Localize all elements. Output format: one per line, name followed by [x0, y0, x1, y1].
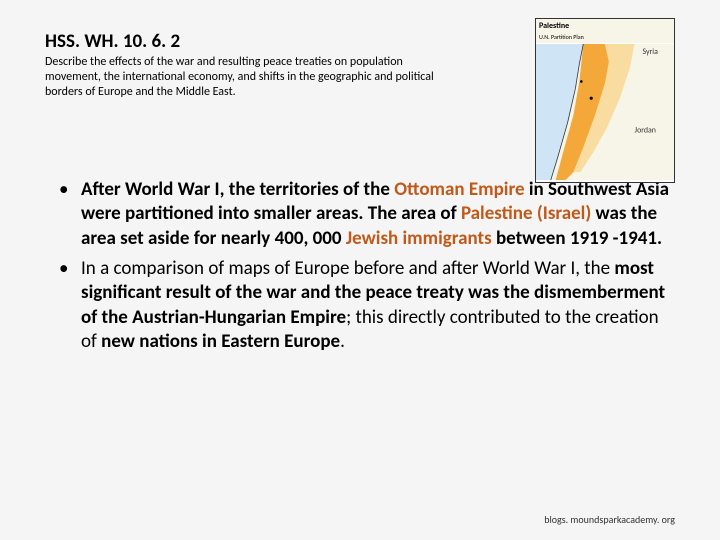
slide: HSS. WH. 10. 6. 2 Describe the effects o… [0, 0, 720, 540]
map-svg: Syria Jordan [536, 43, 674, 181]
bullet-text: In a comparison of maps of Europe before… [81, 257, 675, 354]
bullet-marker: • [55, 178, 81, 202]
map-city-dot [580, 80, 583, 83]
text-segment: In a comparison of maps of Europe before… [81, 257, 614, 280]
text-segment: Palestine (Israel) [461, 202, 591, 225]
bullet-item: •In a comparison of maps of Europe befor… [55, 257, 675, 354]
map-city-dot [590, 97, 593, 100]
text-segment: Ottoman Empire [394, 178, 524, 201]
bullet-text: After World War I, the territories of th… [81, 178, 675, 251]
map-subtitle: U.N. Partition Plan [536, 33, 674, 43]
text-segment: After World War I, the territories of th… [81, 178, 394, 201]
text-segment: between 1919 -1941. [492, 227, 662, 250]
footer-source: blogs. moundsparkacademy. org [544, 513, 675, 526]
bullet-list: •After World War I, the territories of t… [45, 178, 675, 354]
standard-description: Describe the effects of the war and resu… [45, 55, 440, 100]
map-label-syria: Syria [642, 47, 658, 57]
text-segment: . [340, 330, 345, 353]
bullet-marker: • [55, 257, 81, 281]
text-segment: Jewish immigrants [346, 227, 492, 250]
text-segment: new nations in Eastern Europe [101, 330, 340, 353]
bullet-item: •After World War I, the territories of t… [55, 178, 675, 251]
map-title: Palestine [536, 19, 674, 33]
map-thumbnail: Palestine U.N. Partition Plan Syria Jord… [535, 18, 675, 183]
map-label-jordan: Jordan [635, 126, 656, 136]
